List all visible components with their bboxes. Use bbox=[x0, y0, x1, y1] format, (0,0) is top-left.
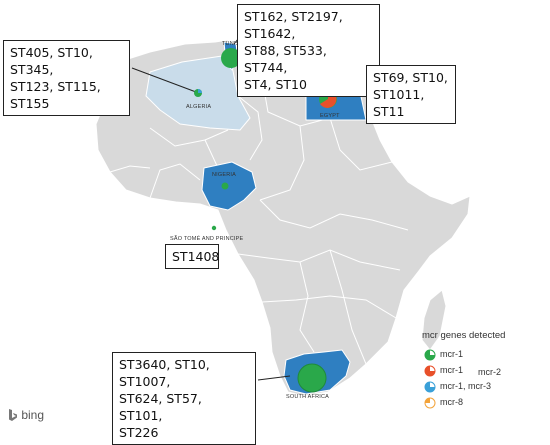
pie-orange-icon bbox=[424, 397, 436, 409]
nigeria-region bbox=[201, 161, 257, 211]
legend-item-mcr1: mcr-1 bbox=[422, 347, 542, 363]
legend-item-mcr1-mcr3: mcr-1, mcr-3 bbox=[422, 379, 542, 395]
legend-label: mcr-1 bbox=[440, 365, 463, 375]
legend-label: mcr-1 bbox=[440, 349, 463, 359]
legend: mcr genes detected mcr-1 mcr-1 mcr-2 mcr… bbox=[422, 330, 542, 411]
bing-logo-icon bbox=[9, 409, 17, 421]
pie-algeria bbox=[194, 89, 202, 97]
country-label-south-africa: SOUTH AFRICA bbox=[286, 394, 330, 400]
country-label-sao-tome: SÃO TOMÉ AND PRINCIPE bbox=[170, 236, 244, 242]
legend-title: mcr genes detected bbox=[422, 330, 506, 341]
country-label-tunisia: TUNISIA bbox=[222, 41, 246, 47]
country-borders bbox=[109, 77, 409, 365]
legend-label: mcr-1, mcr-3 bbox=[440, 381, 491, 391]
annotation-egypt: ST69, ST10, ST1011, ST11 bbox=[366, 65, 456, 124]
legend-item-mcr1-mcr2: mcr-1 mcr-2 bbox=[422, 363, 542, 379]
bing-label: bing bbox=[21, 408, 45, 422]
legend-label: mcr-8 bbox=[440, 397, 463, 407]
pie-green-icon bbox=[424, 349, 436, 361]
madagascar bbox=[421, 289, 447, 351]
country-label-algeria: ALGERIA bbox=[186, 104, 212, 110]
legend-item-mcr8: mcr-8 bbox=[422, 395, 542, 411]
country-label-nigeria: NIGERIA bbox=[212, 172, 237, 178]
pie-nigeria bbox=[221, 182, 229, 190]
pie-south-africa bbox=[297, 363, 327, 393]
annotation-algeria: ST405, ST10, ST345, ST123, ST115, ST155 bbox=[3, 40, 130, 116]
pie-blue-icon bbox=[424, 381, 436, 393]
sao-tome-marker bbox=[211, 225, 217, 231]
annotation-south-africa: ST3640, ST10, ST1007, ST624, ST57, ST101… bbox=[112, 352, 256, 445]
legend-label-extra: mcr-2 bbox=[478, 367, 501, 377]
pie-tunisia bbox=[221, 48, 241, 68]
bing-attribution: bing bbox=[8, 408, 44, 422]
annotation-tunisia: ST162, ST2197, ST1642, ST88, ST533, ST74… bbox=[237, 4, 380, 97]
country-label-egypt: EGYPT bbox=[320, 113, 340, 119]
annotation-sao-tome: ST1408 bbox=[165, 244, 219, 269]
pie-red-icon bbox=[424, 365, 436, 377]
